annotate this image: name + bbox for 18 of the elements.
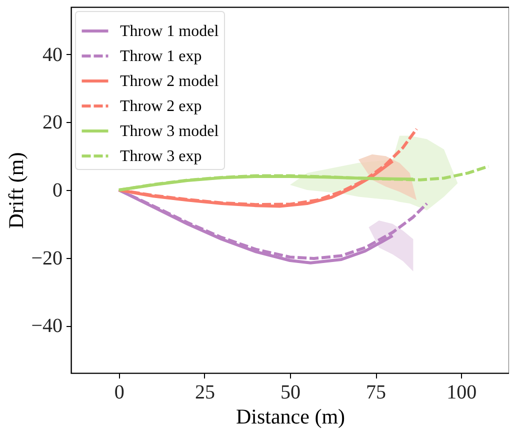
x-tick-label: 50 [280,382,300,404]
x-axis-title: Distance (m) [236,404,346,428]
x-tick-label: 0 [114,382,124,404]
y-tick-label: 20 [42,112,62,134]
legend-label: Throw 1 model [120,23,220,40]
y-axis-title: Drift (m) [4,152,28,229]
x-tick-label: 75 [366,382,386,404]
y-tick-label: 40 [42,44,62,66]
legend-label: Throw 2 exp [120,98,202,115]
y-tick-label: 0 [52,180,62,202]
legend-label: Throw 3 model [120,123,220,140]
legend-label: Throw 3 exp [120,148,202,165]
y-tick-label: −40 [31,315,62,338]
x-tick-label: 25 [194,382,215,404]
legend-label: Throw 2 model [120,73,220,90]
y-tick-label: −20 [31,247,62,270]
x-tick-label: 100 [446,382,477,404]
legend-label: Throw 1 exp [120,48,202,65]
